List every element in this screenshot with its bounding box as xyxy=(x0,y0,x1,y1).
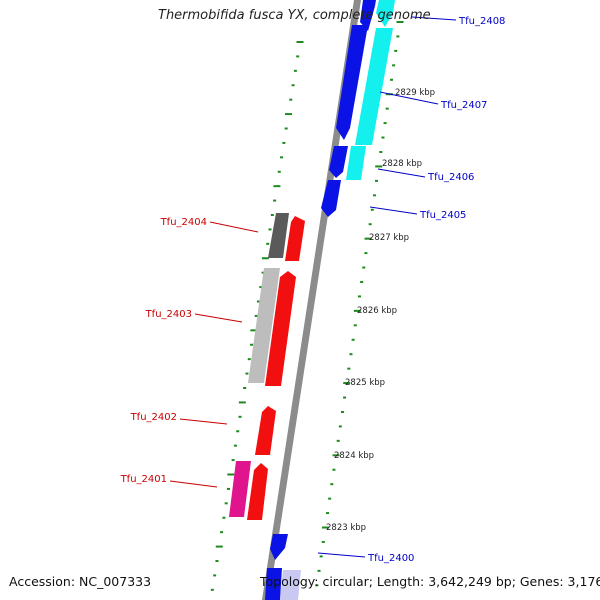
gene-arrows xyxy=(229,0,395,600)
gene-label-tfu-2408: Tfu_2408 xyxy=(458,16,505,27)
gene-arrow-bottom-lavender xyxy=(280,570,301,600)
gene-label-tfu-2401: Tfu_2401 xyxy=(120,474,167,485)
gene-arrow-tfu-2402 xyxy=(255,406,276,455)
right-tick-track xyxy=(315,21,404,587)
accession-text: Accession: NC_007333 xyxy=(9,574,152,589)
gene-arrow-tfu-2400 xyxy=(270,534,288,560)
scale-label-2823: 2823 kbp xyxy=(326,523,366,533)
gene-arrow-tfu-2407 xyxy=(336,25,368,140)
leader-line-tfu-2402 xyxy=(179,418,228,425)
leader-line-tfu-2405 xyxy=(369,206,418,215)
gene-label-tfu-2405: Tfu_2405 xyxy=(419,210,466,221)
scale-label-2829: 2829 kbp xyxy=(395,88,435,98)
scale-label-2828: 2828 kbp xyxy=(382,159,422,169)
gene-arrow-tfu-2401-magenta xyxy=(229,461,251,517)
gene-arrow-tfu-2404-gray xyxy=(268,213,289,258)
gene-label-tfu-2402: Tfu_2402 xyxy=(130,412,177,423)
gene-arrow-tfu-2405 xyxy=(321,180,341,217)
gene-arrow-cyan xyxy=(355,28,393,145)
leader-line-tfu-2401 xyxy=(169,480,218,488)
gene-arrow-tfu-2408-cyan xyxy=(376,0,395,27)
topology-text: Topology: circular; Length: 3,642,249 bp… xyxy=(260,574,600,589)
gene-arrow-tfu-2403-red xyxy=(265,271,296,386)
left-tick-track xyxy=(210,41,304,591)
leader-line-tfu-2403 xyxy=(194,313,243,323)
leader-line-tfu-2408 xyxy=(411,16,457,21)
gene-arrow-tfu-2408-blue xyxy=(360,0,376,31)
gene-label-tfu-2400: Tfu_2400 xyxy=(367,553,414,564)
gene-label-leaders xyxy=(169,16,457,558)
gene-label-tfu-2406: Tfu_2406 xyxy=(427,172,474,183)
leader-line-tfu-2406 xyxy=(377,168,426,178)
scale-label-2827: 2827 kbp xyxy=(369,233,409,243)
gene-arrow-tfu-2404-red xyxy=(285,216,305,261)
scale-label-2825: 2825 kbp xyxy=(345,378,385,388)
gene-label-tfu-2403: Tfu_2403 xyxy=(145,309,192,320)
gene-arrow-bottom-blue xyxy=(265,568,282,600)
gene-label-tfu-2407: Tfu_2407 xyxy=(440,100,487,111)
scale-label-2826: 2826 kbp xyxy=(357,306,397,316)
leader-line-tfu-2400 xyxy=(317,552,366,558)
scale-label-2824: 2824 kbp xyxy=(334,451,374,461)
gene-arrow-tfu-2406-blue xyxy=(329,146,348,178)
gene-arrow-tfu-2403-gray xyxy=(248,268,280,383)
gene-labels: Tfu_2408 Tfu_2407 Tfu_2406 Tfu_2405 Tfu_… xyxy=(120,16,506,564)
leader-line-tfu-2407 xyxy=(379,91,439,105)
scale-labels: 2829 kbp 2828 kbp 2827 kbp 2826 kbp 2825… xyxy=(326,88,435,533)
gene-arrow-tfu-2401-red xyxy=(247,463,268,520)
gene-label-tfu-2404: Tfu_2404 xyxy=(160,217,207,228)
leader-line-tfu-2404 xyxy=(209,221,259,233)
gene-arrow-tfu-2406-cyan xyxy=(346,146,366,180)
genome-title: Thermobifida fusca YX, complete genome xyxy=(158,8,431,23)
